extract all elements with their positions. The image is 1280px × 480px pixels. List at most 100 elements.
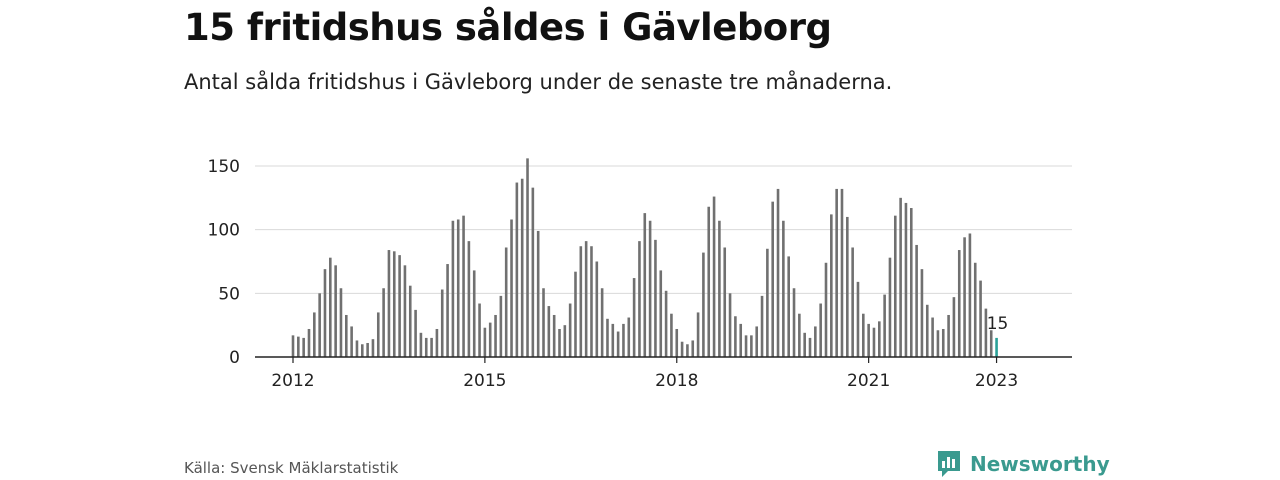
bar xyxy=(552,314,556,357)
bar xyxy=(531,187,535,357)
bar xyxy=(542,288,545,357)
bar xyxy=(696,312,700,357)
bar xyxy=(846,216,849,357)
bar xyxy=(680,341,684,357)
bar xyxy=(915,244,918,357)
bar xyxy=(616,331,620,357)
bar xyxy=(403,265,407,357)
bar xyxy=(515,182,519,357)
bar xyxy=(941,328,945,357)
bar xyxy=(430,337,433,357)
bar xyxy=(622,323,625,357)
bar xyxy=(568,303,572,357)
bar xyxy=(659,270,663,357)
highlight-bar xyxy=(995,337,998,357)
bar xyxy=(803,332,806,357)
bar xyxy=(329,257,332,357)
bar xyxy=(718,220,721,357)
bar xyxy=(707,206,711,357)
bar xyxy=(936,330,940,357)
bar xyxy=(638,241,641,357)
bar xyxy=(536,230,540,357)
bar-chart: 0 50 100 150 2012 2015 2018 2021 2023 15 xyxy=(208,157,1072,391)
bar xyxy=(382,288,385,357)
bar xyxy=(782,220,785,357)
bar xyxy=(360,344,364,357)
bar xyxy=(856,281,860,357)
bar xyxy=(499,295,503,357)
bar xyxy=(760,295,764,357)
bar xyxy=(814,326,817,357)
bar xyxy=(909,208,913,357)
bar xyxy=(862,313,865,357)
bar xyxy=(888,257,892,357)
bar xyxy=(504,247,508,357)
bar xyxy=(830,214,833,357)
bar xyxy=(297,336,300,357)
bar xyxy=(808,337,812,357)
bar xyxy=(510,219,513,357)
bar xyxy=(734,316,737,357)
bar xyxy=(744,335,748,357)
bar xyxy=(904,202,908,357)
bar xyxy=(547,306,551,357)
source-note: Källa: Svensk Mäklarstatistik xyxy=(184,459,399,477)
y-tick-label: 0 xyxy=(229,348,240,368)
bar xyxy=(867,323,870,357)
bar xyxy=(963,237,966,357)
bar xyxy=(878,321,881,357)
bar xyxy=(925,304,929,357)
bar xyxy=(787,256,790,357)
bar xyxy=(851,247,854,357)
bar xyxy=(366,342,369,357)
bar xyxy=(984,308,988,357)
bar xyxy=(318,293,321,357)
bar xyxy=(648,220,652,357)
bar xyxy=(302,337,305,357)
bar xyxy=(424,337,428,357)
bar xyxy=(590,246,593,357)
newsworthy-logo-icon xyxy=(938,451,960,477)
bar xyxy=(728,293,732,357)
bar xyxy=(899,197,902,357)
bar xyxy=(835,188,838,357)
bar xyxy=(766,248,769,357)
bar xyxy=(376,312,380,357)
bar xyxy=(574,271,577,357)
x-tick-label: 2021 xyxy=(847,371,890,391)
bar xyxy=(643,213,647,357)
y-tick-label: 100 xyxy=(208,221,240,241)
bar xyxy=(350,326,353,357)
bar xyxy=(419,332,423,357)
bar xyxy=(446,264,449,357)
bar xyxy=(398,255,401,357)
bar xyxy=(675,328,679,357)
y-tick-label: 150 xyxy=(208,157,240,177)
page-subtitle: Antal sålda fritidshus i Gävleborg under… xyxy=(184,70,893,94)
bar xyxy=(989,330,993,357)
bar xyxy=(723,247,727,357)
bar xyxy=(670,313,673,357)
bar xyxy=(600,288,604,357)
bar xyxy=(883,294,886,357)
x-tick-label: 2012 xyxy=(271,371,314,391)
bar xyxy=(408,285,412,357)
bar xyxy=(595,261,599,357)
bar xyxy=(686,344,689,357)
bar xyxy=(483,327,487,357)
bar xyxy=(563,325,567,357)
bar xyxy=(776,188,780,357)
bar xyxy=(558,328,561,357)
bar xyxy=(307,328,311,357)
bar xyxy=(973,262,977,357)
bar xyxy=(440,289,444,357)
bar xyxy=(579,246,583,357)
bar xyxy=(387,250,391,357)
bar xyxy=(957,250,961,357)
bar xyxy=(920,269,924,357)
bar xyxy=(355,340,359,357)
y-tick-label: 50 xyxy=(218,284,240,304)
bar xyxy=(931,317,934,357)
x-tick-label: 2023 xyxy=(975,371,1018,391)
brand-logo[interactable]: Newsworthy xyxy=(936,449,1110,479)
